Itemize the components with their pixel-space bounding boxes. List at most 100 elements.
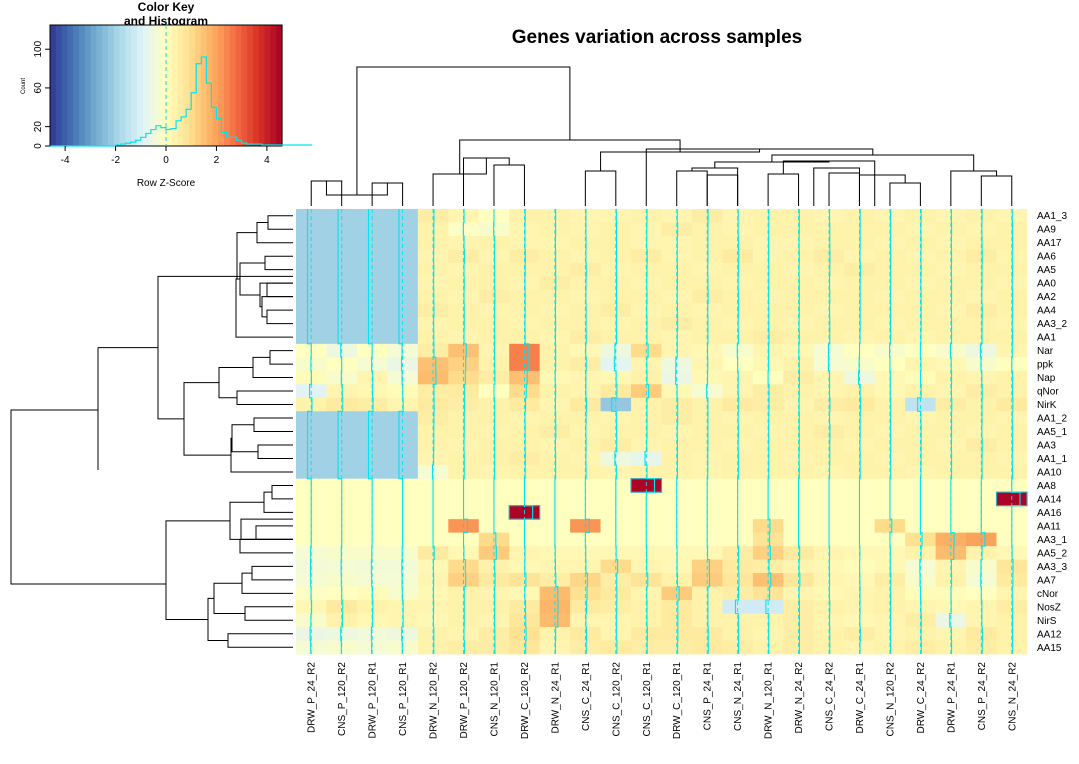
color-key-band [113, 25, 121, 146]
heatmap-cell [356, 209, 388, 223]
row-dendrogram-link [251, 565, 293, 581]
heatmap-cell [417, 209, 449, 223]
row-label: AA11 [1037, 521, 1061, 532]
color-key-band [224, 25, 231, 146]
heatmap-cell [326, 424, 358, 439]
trace-line [889, 209, 893, 654]
heatmap-cell [935, 613, 967, 628]
row-label: AA16 [1037, 508, 1062, 519]
heatmap-cell [387, 424, 419, 439]
column-dendrogram-link [771, 154, 975, 171]
column-dendrogram-link [858, 174, 906, 206]
color-key-band [55, 25, 63, 146]
heatmap-cell [326, 262, 358, 277]
heatmap-cell [783, 627, 815, 641]
color-key-band [50, 25, 57, 146]
row-label: ppk [1037, 360, 1054, 371]
trace-line [493, 209, 497, 654]
row-dendrogram-link [257, 444, 293, 459]
heatmap-cell [600, 438, 632, 453]
column-dendrogram-link [706, 174, 739, 206]
heatmap-cell [966, 438, 997, 453]
column-label: CNS_N_24_R1 [733, 662, 744, 731]
row-label: AA10 [1037, 467, 1062, 478]
column-label: CNS_P_24_R2 [977, 662, 988, 731]
row-label: qNor [1037, 387, 1059, 398]
heatmap-cell [661, 586, 693, 601]
heatmap-cell [631, 249, 662, 264]
row-label: cNor [1037, 589, 1059, 600]
row-label: Nap [1037, 373, 1056, 384]
trace-line [523, 209, 534, 654]
color-key-band [247, 25, 254, 146]
heatmap-cell [600, 451, 632, 466]
heatmap-cell [296, 640, 327, 655]
column-dendrogram-link [714, 161, 830, 168]
trace-line [584, 209, 590, 654]
color-key-band [73, 25, 80, 146]
heatmap-cell [905, 397, 937, 412]
color-key-band [253, 25, 260, 146]
heatmap-cell [722, 586, 754, 601]
heatmap-cell [296, 613, 327, 628]
heatmap-cell [509, 640, 541, 655]
color-key-axes: -4 -2 0 2 4 0 20 60 100 [33, 40, 270, 166]
heatmap-cell [387, 262, 419, 277]
row-dendrogram-link [252, 356, 293, 379]
column-label: CNS_P_24_R1 [703, 662, 714, 731]
heatmap-cell [296, 262, 327, 277]
column-dendrogram-link [828, 172, 860, 206]
color-key-title: Color Key [138, 0, 195, 14]
row-label: AA9 [1037, 225, 1056, 236]
color-key-band [189, 25, 196, 146]
heatmap-cell [966, 249, 997, 264]
heatmap-cell [356, 262, 388, 277]
color-key-band [125, 25, 132, 146]
heatmap-cell [783, 613, 815, 628]
column-dendrogram-link [889, 182, 921, 206]
row-dendrogram-link [207, 597, 228, 642]
row-label: NosZ [1037, 602, 1061, 613]
row-labels: AA1_3 AA9 AA17 AA6 AA5 AA0 AA2 AA4 AA3_2 AA1 Nar pp… [1037, 211, 1067, 654]
column-label: DRW_P_24_R2 [307, 662, 318, 733]
heatmap-cell [296, 465, 327, 480]
heatmap-cell [509, 451, 541, 466]
trace-line [734, 209, 740, 654]
row-dendrogram-link [264, 255, 293, 271]
heatmap-cell [417, 397, 449, 412]
heatmap-cell [691, 640, 723, 655]
row-label: AA1_2 [1037, 414, 1067, 425]
heatmap-cell [478, 222, 510, 237]
color-key-band [160, 25, 167, 146]
trace-lines [307, 209, 1021, 654]
row-label: AA7 [1037, 575, 1056, 586]
column-label: CNS_C_120_R1 [642, 662, 653, 737]
heatmap-cell [296, 235, 327, 250]
column-dendrogram-link [584, 170, 617, 206]
color-key-band [218, 25, 225, 146]
color-key-band [166, 25, 173, 146]
heatmap-cell [296, 209, 327, 223]
heatmap-cell [570, 640, 601, 655]
color-key-xtick-label: -2 [111, 155, 120, 166]
heatmap-cell [387, 438, 419, 453]
heatmap-cell [570, 627, 601, 641]
row-dendrogram-link [239, 538, 293, 554]
heatmap-cell [661, 397, 693, 412]
color-key-band [171, 25, 179, 146]
color-key-band [206, 25, 213, 146]
column-dendrogram-link [676, 170, 708, 206]
column-label: CNS_N_120_R2 [885, 662, 896, 737]
heatmap-cell [966, 627, 997, 641]
heatmap-cell [935, 397, 967, 412]
color-key-band [148, 25, 155, 146]
heatmap-cell [722, 397, 754, 412]
row-dendrogram-link [239, 262, 265, 296]
heatmap-cell [631, 451, 662, 466]
heatmap-cell [905, 613, 937, 628]
row-label: AA5 [1037, 265, 1056, 276]
column-label: DRW_N_120_R2 [429, 662, 440, 740]
row-dendrogram-link [213, 582, 245, 615]
color-key-gradient [49, 24, 283, 147]
